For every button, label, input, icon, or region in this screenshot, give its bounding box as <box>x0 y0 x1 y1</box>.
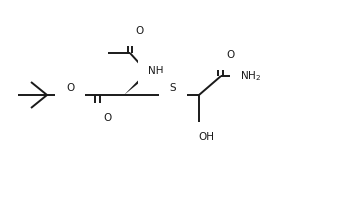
Polygon shape <box>124 71 149 95</box>
Text: O: O <box>103 113 111 123</box>
Text: O: O <box>136 26 144 36</box>
Text: S: S <box>170 83 176 93</box>
Text: NH: NH <box>148 66 164 76</box>
Text: O: O <box>66 83 74 93</box>
Text: OH: OH <box>198 132 214 142</box>
Text: O: O <box>227 50 235 60</box>
Text: NH$_2$: NH$_2$ <box>240 69 262 83</box>
